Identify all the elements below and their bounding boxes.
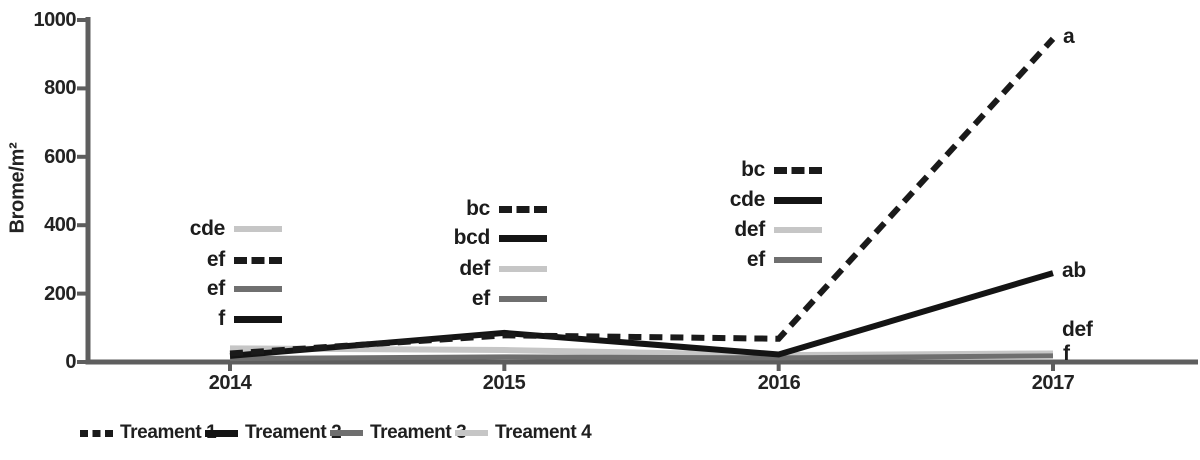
significance-row-2015-treatment4: def	[459, 256, 547, 282]
line-swatch-dashed-icon	[499, 205, 547, 213]
series-line-treament-2	[229, 270, 1054, 359]
line-swatch-lightgray-icon	[499, 266, 547, 272]
x-tick-label-2016: 2016	[757, 372, 801, 394]
legend-label: Treament 3	[370, 422, 467, 443]
x-tick-label-2014: 2014	[208, 372, 252, 394]
legend-label: Treament 4	[495, 422, 592, 443]
series-line-treament-3	[229, 353, 1054, 362]
significance-letter: ef	[206, 277, 225, 300]
line-swatch-black-icon	[499, 234, 547, 242]
significance-letter: ef	[471, 287, 490, 310]
y-tick-label-800: 800	[44, 77, 76, 99]
significance-row-2014-treatment1: ef	[207, 247, 282, 273]
significance-row-2016-treatment2: cde	[730, 187, 822, 213]
legend-item-treatment-3: Treament 3	[330, 422, 467, 443]
significance-row-2014-treatment3: ef	[207, 276, 282, 302]
line-swatch-lightgray-icon	[774, 227, 822, 233]
significance-letter: ef	[206, 248, 225, 271]
line-swatch-black-icon	[234, 315, 282, 323]
significance-letter-2017-treatment2: ab	[1062, 259, 1086, 282]
line-swatch-darkgray-icon	[774, 257, 822, 263]
significance-letter: bc	[466, 197, 490, 220]
legend-label: Treament 2	[245, 422, 342, 443]
legend-item-treatment-2: Treament 2	[205, 422, 342, 443]
legend-item-treatment-1: Treament 1	[80, 422, 217, 443]
significance-letter: cde	[729, 188, 766, 211]
x-tick-label-2017: 2017	[1031, 372, 1075, 394]
y-tick-label-1000: 1000	[33, 9, 77, 31]
significance-letter: f	[218, 307, 225, 330]
x-tick-label-2015: 2015	[482, 372, 526, 394]
significance-letter-2017-treatment1: a	[1063, 25, 1075, 48]
significance-letter: bcd	[453, 226, 491, 249]
line-swatch-black-icon	[774, 196, 822, 204]
legend-item-treatment-4: Treament 4	[455, 422, 592, 443]
significance-row-2014-treatment2: f	[218, 306, 282, 332]
legend-label: Treament 1	[120, 422, 217, 443]
significance-row-2016-treatment4: def	[734, 217, 822, 243]
line-swatch-dashed-icon	[774, 166, 822, 174]
significance-letter-2017-treatment3: f	[1063, 342, 1070, 365]
significance-letter: ef	[746, 248, 765, 271]
significance-letter-2017-treatment4: def	[1062, 318, 1093, 341]
legend-swatch-lightgray-icon	[455, 430, 488, 436]
y-tick-label-600: 600	[44, 146, 76, 168]
significance-letter: def	[459, 257, 490, 280]
significance-row-2016-treatment1: bc	[741, 157, 822, 183]
series-line-treament-4	[229, 345, 1054, 359]
significance-letter: def	[734, 218, 765, 241]
y-tick-label-0: 0	[65, 351, 76, 373]
significance-row-2016-treatment3: ef	[747, 247, 822, 273]
significance-row-2015-treatment2: bcd	[454, 225, 547, 251]
y-tick-label-400: 400	[44, 214, 76, 236]
line-swatch-dashed-icon	[234, 256, 282, 264]
significance-row-2015-treatment1: bc	[466, 196, 547, 222]
y-tick-label-200: 200	[44, 283, 76, 305]
line-swatch-darkgray-icon	[499, 296, 547, 302]
legend-swatch-dashed-icon	[80, 429, 113, 437]
series-line-treament-1	[229, 36, 1056, 357]
line-swatch-darkgray-icon	[234, 286, 282, 292]
line-swatch-lightgray-icon	[234, 226, 282, 232]
legend-swatch-black-icon	[205, 429, 238, 437]
significance-letter: bc	[741, 158, 765, 181]
significance-letter: cde	[189, 217, 226, 240]
legend-swatch-darkgray-icon	[330, 430, 363, 436]
significance-row-2015-treatment3: ef	[472, 286, 547, 312]
significance-row-2014-treatment4: cde	[190, 216, 282, 242]
